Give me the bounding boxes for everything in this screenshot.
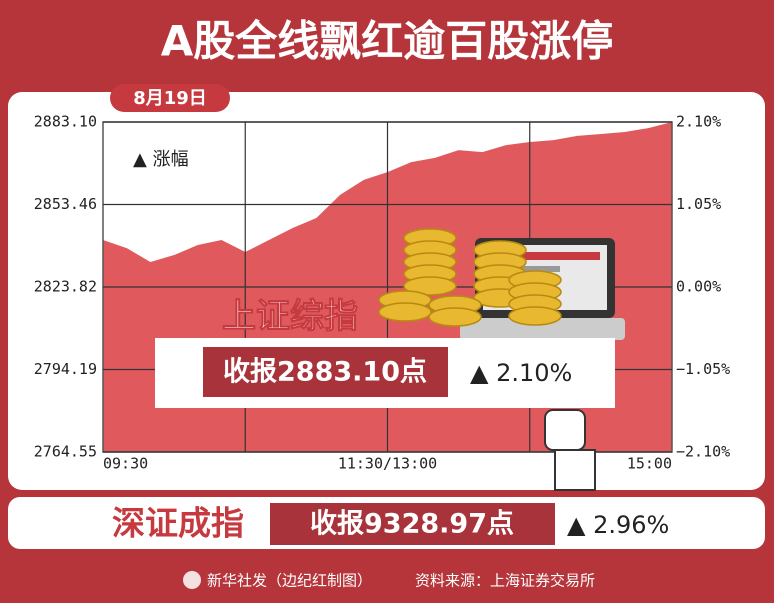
x-tick-label: 15:00 — [627, 455, 672, 473]
y-tick-label: 2853.46 — [34, 195, 97, 213]
sz-name: 深证成指 — [112, 504, 244, 543]
credit: 新华社发（边纪红制图） — [207, 572, 372, 590]
logo — [183, 571, 201, 589]
y2-tick-label: 1.05% — [676, 195, 721, 213]
sh-change: ▲ 2.10% — [470, 359, 572, 387]
sz-change: ▲ 2.96% — [567, 511, 669, 539]
legend: ▲ 涨幅 — [133, 149, 189, 170]
decoration — [378, 228, 625, 340]
y-tick-label: 2764.55 — [34, 443, 97, 461]
y2-tick-label: 0.00% — [676, 278, 721, 296]
y-tick-label: 2883.10 — [34, 113, 97, 131]
sz-close-box — [270, 503, 555, 545]
title: A股全线飘红逾百股涨停 — [161, 17, 614, 66]
y-tick-label: 2823.82 — [34, 278, 97, 296]
sh-close: 收报2883.10点 — [223, 357, 427, 388]
hand-icon — [544, 409, 596, 491]
sh-name: 上证综指 — [222, 297, 358, 337]
date-badge — [110, 84, 230, 112]
sh-close-box — [203, 347, 448, 397]
x-tick-label: 09:30 — [103, 455, 148, 473]
y2-tick-label: −1.05% — [676, 360, 730, 378]
y2-tick-label: −2.10% — [676, 443, 730, 461]
y2-tick-label: 2.10% — [676, 113, 721, 131]
source: 资料来源：上海证券交易所 — [415, 572, 595, 590]
x-tick-label: 11:30/13:00 — [338, 455, 437, 473]
sz-close: 收报9328.97点 — [310, 509, 514, 540]
y-tick-label: 2794.19 — [34, 360, 97, 378]
date: 8月19日 — [133, 88, 207, 109]
